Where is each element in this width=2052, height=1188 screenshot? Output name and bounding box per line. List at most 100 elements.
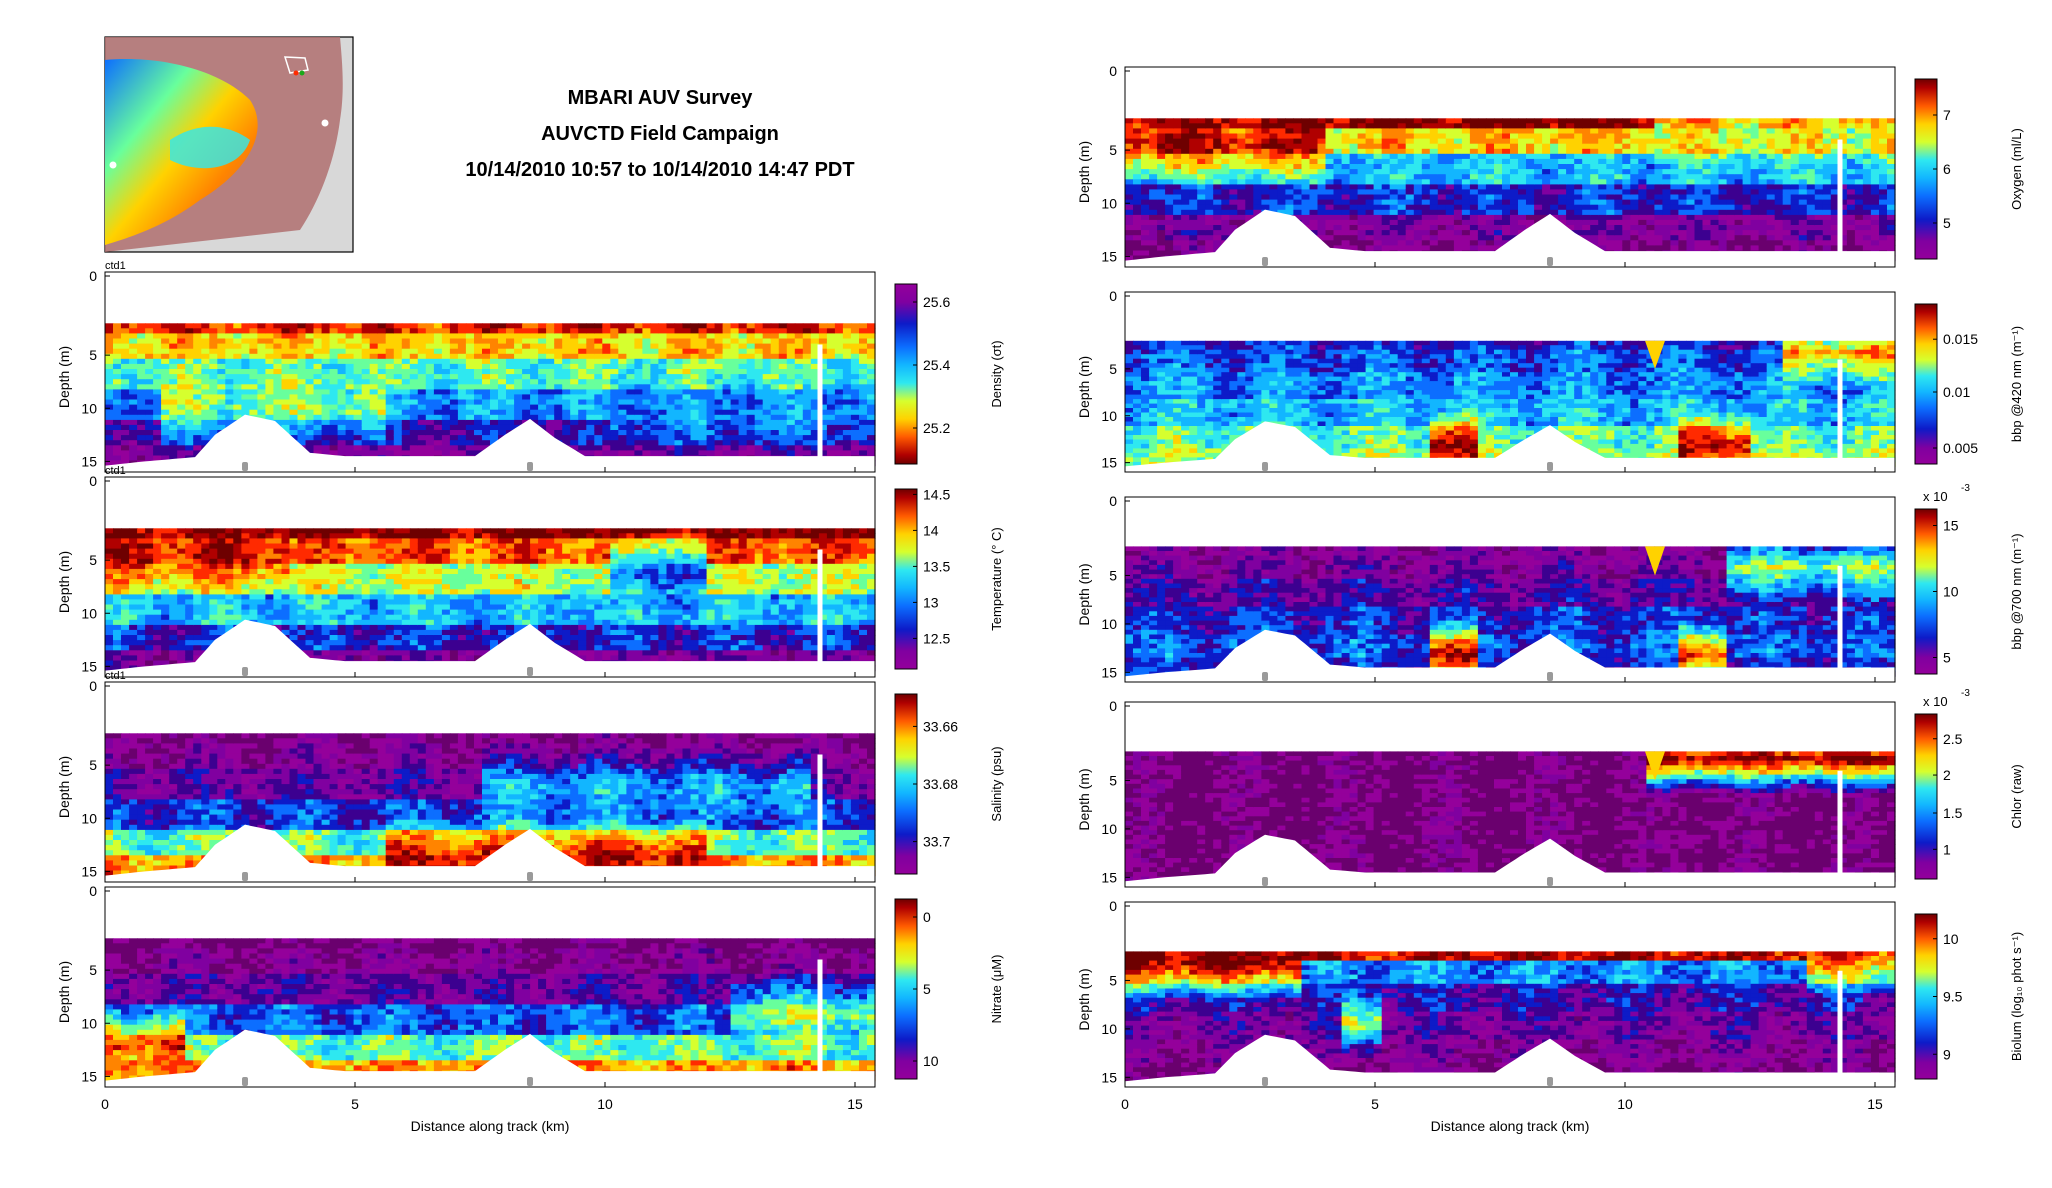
heatmap-cell (634, 333, 643, 339)
heatmap-cell (562, 410, 571, 416)
heatmap-cell (650, 333, 659, 339)
heatmap-cell (658, 394, 667, 400)
heatmap-cell (330, 328, 339, 334)
heatmap-cell (434, 450, 443, 456)
heatmap-cell (169, 333, 178, 339)
heatmap-cell (586, 364, 595, 370)
heatmap-cell (338, 344, 347, 350)
heatmap-cell (490, 430, 499, 436)
heatmap-cell (370, 445, 379, 451)
heatmap-cell (249, 369, 258, 375)
heatmap-cell (586, 369, 595, 375)
heatmap-cell (482, 400, 491, 406)
heatmap-cell (153, 349, 162, 355)
heatmap-cell (330, 435, 339, 441)
heatmap-cell (618, 415, 627, 421)
heatmap-cell (594, 354, 603, 360)
heatmap-cell (193, 394, 202, 400)
heatmap-cell (370, 440, 379, 446)
heatmap-cell (618, 450, 627, 456)
heatmap-cell (578, 323, 587, 329)
heatmap-cell (570, 369, 579, 375)
heatmap-cell (418, 349, 427, 355)
heatmap-cell (530, 415, 539, 421)
heatmap-cell (282, 344, 291, 350)
heatmap-cell (570, 435, 579, 441)
heatmap-cell (161, 394, 170, 400)
heatmap-cell (618, 349, 627, 355)
heatmap-cell (362, 333, 371, 339)
heatmap-cell (498, 394, 507, 400)
heatmap-cell (658, 435, 667, 441)
heatmap-cell (386, 425, 395, 431)
heatmap-cell (554, 400, 563, 406)
heatmap-cell (586, 425, 595, 431)
heatmap-cell (233, 323, 242, 329)
heatmap-cell (330, 369, 339, 375)
heatmap-cell (530, 405, 539, 411)
heatmap-cell (105, 379, 114, 385)
heatmap-cell (193, 323, 202, 329)
heatmap-cell (386, 394, 395, 400)
heatmap-cell (113, 389, 122, 395)
heatmap-cell (273, 333, 282, 339)
heatmap-cell (402, 344, 411, 350)
heatmap-cell (105, 339, 114, 345)
heatmap-cell (642, 384, 651, 390)
heatmap-cell (474, 323, 483, 329)
heatmap-cell (522, 359, 531, 365)
heatmap-cell (354, 440, 363, 446)
heatmap-cell (354, 389, 363, 395)
heatmap-cell (570, 328, 579, 334)
heatmap-cell (626, 369, 635, 375)
heatmap-cell (602, 364, 611, 370)
heatmap-cell (193, 354, 202, 360)
heatmap-cell (241, 359, 250, 365)
heatmap-cell (298, 384, 307, 390)
heatmap-cell (426, 339, 435, 345)
heatmap-cell (610, 384, 619, 390)
heatmap-cell (386, 344, 395, 350)
heatmap-cell (113, 430, 122, 436)
heatmap-cell (298, 394, 307, 400)
heatmap-cell (506, 354, 515, 360)
heatmap-cell (241, 344, 250, 350)
heatmap-cell (626, 339, 635, 345)
heatmap-cell (193, 440, 202, 446)
heatmap-cell (642, 364, 651, 370)
heatmap-cell (298, 389, 307, 395)
heatmap-cell (257, 328, 266, 334)
heatmap-cell (177, 394, 186, 400)
heatmap-cell (442, 405, 451, 411)
heatmap-cell (538, 354, 547, 360)
heatmap-cell (650, 328, 659, 334)
heatmap-cell (370, 339, 379, 345)
heatmap-cell (546, 323, 555, 329)
heatmap-cell (265, 344, 274, 350)
heatmap-cell (346, 333, 355, 339)
heatmap-cell (562, 374, 571, 380)
heatmap-cell (490, 425, 499, 431)
heatmap-cell (298, 435, 307, 441)
heatmap-cell (426, 323, 435, 329)
heatmap-cell (610, 344, 619, 350)
heatmap-cell (610, 328, 619, 334)
heatmap-cell (338, 339, 347, 345)
heatmap-cell (145, 450, 154, 456)
heatmap-cell (562, 344, 571, 350)
heatmap-cell (346, 328, 355, 334)
heatmap-cell (642, 405, 651, 411)
heatmap-cell (594, 359, 603, 365)
heatmap-cell (634, 359, 643, 365)
heatmap-cell (482, 364, 491, 370)
heatmap-cell (153, 323, 162, 329)
heatmap-cell (153, 420, 162, 426)
heatmap-cell (282, 400, 291, 406)
heatmap-cell (498, 389, 507, 395)
heatmap-cell (257, 394, 266, 400)
heatmap-cell (121, 333, 130, 339)
heatmap-cell (306, 384, 315, 390)
heatmap-cell (402, 333, 411, 339)
heatmap-cell (658, 440, 667, 446)
heatmap-cell (594, 374, 603, 380)
